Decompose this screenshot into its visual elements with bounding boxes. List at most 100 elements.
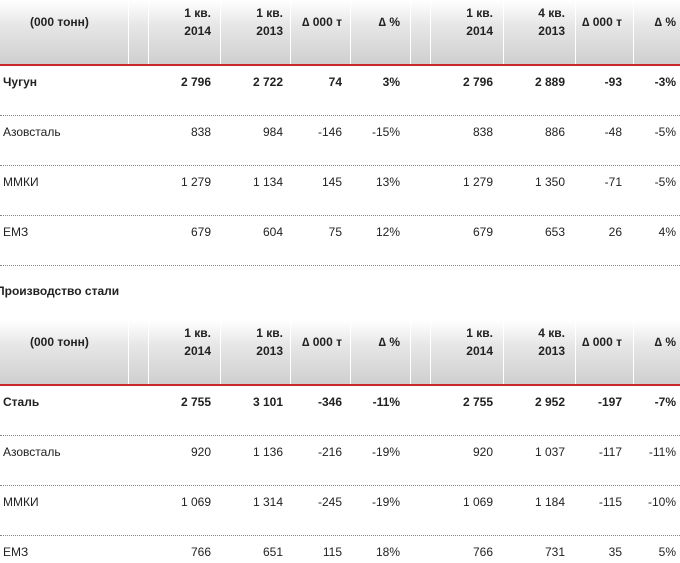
header-cell: ∆ % bbox=[654, 335, 676, 349]
table-cell: -7% bbox=[654, 395, 676, 409]
header-cell: ∆ 000 т bbox=[302, 335, 342, 349]
table-cell: -15% bbox=[371, 125, 400, 139]
column-separator bbox=[503, 0, 504, 64]
table-cell: 3% bbox=[382, 75, 400, 89]
table-cell: -19% bbox=[371, 445, 400, 459]
column-separator bbox=[290, 320, 291, 384]
table-cell: 604 bbox=[262, 225, 283, 239]
header-cell: 2013 bbox=[256, 344, 283, 358]
table-cell: 1 069 bbox=[462, 495, 493, 509]
table-cell: 1 279 bbox=[180, 175, 211, 189]
table-cell: 920 bbox=[472, 445, 493, 459]
table-cell: -19% bbox=[371, 495, 400, 509]
row-label: ММКИ bbox=[3, 495, 39, 509]
table-cell: 2 755 bbox=[462, 395, 493, 409]
table-cell: 3 101 bbox=[252, 395, 283, 409]
header-cell: ∆ % bbox=[378, 335, 400, 349]
header-cell: (000 тонн) bbox=[30, 15, 89, 29]
column-separator bbox=[430, 0, 431, 64]
table-cell: 2 889 bbox=[534, 75, 565, 89]
table-cell: -117 bbox=[598, 445, 622, 459]
column-separator bbox=[128, 0, 129, 64]
column-separator bbox=[220, 0, 221, 64]
header-cell: 4 кв. bbox=[538, 6, 565, 20]
header-cell: ∆ % bbox=[378, 15, 400, 29]
table-cell: 26 bbox=[608, 225, 622, 239]
header-cell: 2013 bbox=[256, 24, 283, 38]
table-cell: -3% bbox=[654, 75, 676, 89]
header-cell: 1 кв. bbox=[466, 326, 493, 340]
header-cell: 2014 bbox=[466, 344, 493, 358]
table-cell: 75 bbox=[328, 225, 342, 239]
table-cell: 5% bbox=[658, 545, 676, 559]
header-cell: ∆ 000 т bbox=[302, 15, 342, 29]
table-cell: -11% bbox=[648, 445, 676, 459]
header-cell: 4 кв. bbox=[538, 326, 565, 340]
row-divider bbox=[0, 535, 680, 536]
table-cell: 1 314 bbox=[252, 495, 283, 509]
table-cell: -5% bbox=[654, 125, 676, 139]
row-label: ММКИ bbox=[3, 175, 39, 189]
table-cell: 766 bbox=[472, 545, 493, 559]
header-cell: 2014 bbox=[184, 344, 211, 358]
section-title: Производство стали bbox=[0, 284, 120, 298]
table-cell: 35 bbox=[608, 545, 622, 559]
table-cell: -11% bbox=[372, 395, 400, 409]
row-label: ЕМЗ bbox=[3, 545, 29, 559]
header-cell: 2014 bbox=[466, 24, 493, 38]
table-cell: 886 bbox=[544, 125, 565, 139]
column-separator bbox=[220, 320, 221, 384]
column-separator bbox=[290, 0, 291, 64]
row-divider bbox=[0, 165, 680, 166]
table-cell: 731 bbox=[544, 545, 565, 559]
table-cell: 2 952 bbox=[534, 395, 565, 409]
header-cell: ∆ 000 т bbox=[582, 15, 622, 29]
table-cell: 4% bbox=[658, 225, 676, 239]
row-divider bbox=[0, 215, 680, 216]
table-cell: 2 722 bbox=[252, 75, 283, 89]
table-cell: -346 bbox=[317, 395, 342, 409]
table-header bbox=[0, 0, 680, 66]
column-separator bbox=[633, 320, 634, 384]
header-cell: 2013 bbox=[538, 344, 565, 358]
table-cell: 115 bbox=[322, 545, 342, 559]
header-cell: 1 кв. bbox=[256, 6, 283, 20]
header-cell: ∆ % bbox=[654, 15, 676, 29]
header-cell: 2014 bbox=[184, 24, 211, 38]
row-divider bbox=[0, 265, 680, 266]
column-separator bbox=[148, 0, 149, 64]
table-cell: -197 bbox=[597, 395, 622, 409]
table-cell: 1 279 bbox=[462, 175, 493, 189]
table-cell: -48 bbox=[604, 125, 622, 139]
header-cell: 1 кв. bbox=[466, 6, 493, 20]
table-cell: -216 bbox=[317, 445, 342, 459]
row-label: Азовсталь bbox=[3, 125, 61, 139]
table-cell: 1 184 bbox=[534, 495, 565, 509]
table-cell: 1 136 bbox=[252, 445, 283, 459]
row-label: Азовсталь bbox=[3, 445, 61, 459]
table-cell: 766 bbox=[190, 545, 211, 559]
table-cell: 18% bbox=[375, 545, 400, 559]
table-cell: 651 bbox=[262, 545, 283, 559]
table-cell: 1 134 bbox=[252, 175, 283, 189]
table-cell: 920 bbox=[190, 445, 211, 459]
table-cell: 1 350 bbox=[534, 175, 565, 189]
column-separator bbox=[410, 0, 411, 64]
row-label: Чугун bbox=[3, 75, 38, 89]
column-separator bbox=[410, 320, 411, 384]
column-separator bbox=[503, 320, 504, 384]
table-cell: 1 037 bbox=[534, 445, 565, 459]
header-cell: 1 кв. bbox=[256, 326, 283, 340]
table-cell: 2 755 bbox=[180, 395, 211, 409]
table-cell: -93 bbox=[604, 75, 622, 89]
table-header bbox=[0, 320, 680, 386]
row-label: ЕМЗ bbox=[3, 225, 29, 239]
table-cell: -245 bbox=[317, 495, 342, 509]
table-cell: 838 bbox=[472, 125, 493, 139]
column-separator bbox=[575, 320, 576, 384]
table-cell: 838 bbox=[190, 125, 211, 139]
table-cell: -71 bbox=[604, 175, 622, 189]
table-cell: 984 bbox=[262, 125, 283, 139]
row-divider bbox=[0, 485, 680, 486]
